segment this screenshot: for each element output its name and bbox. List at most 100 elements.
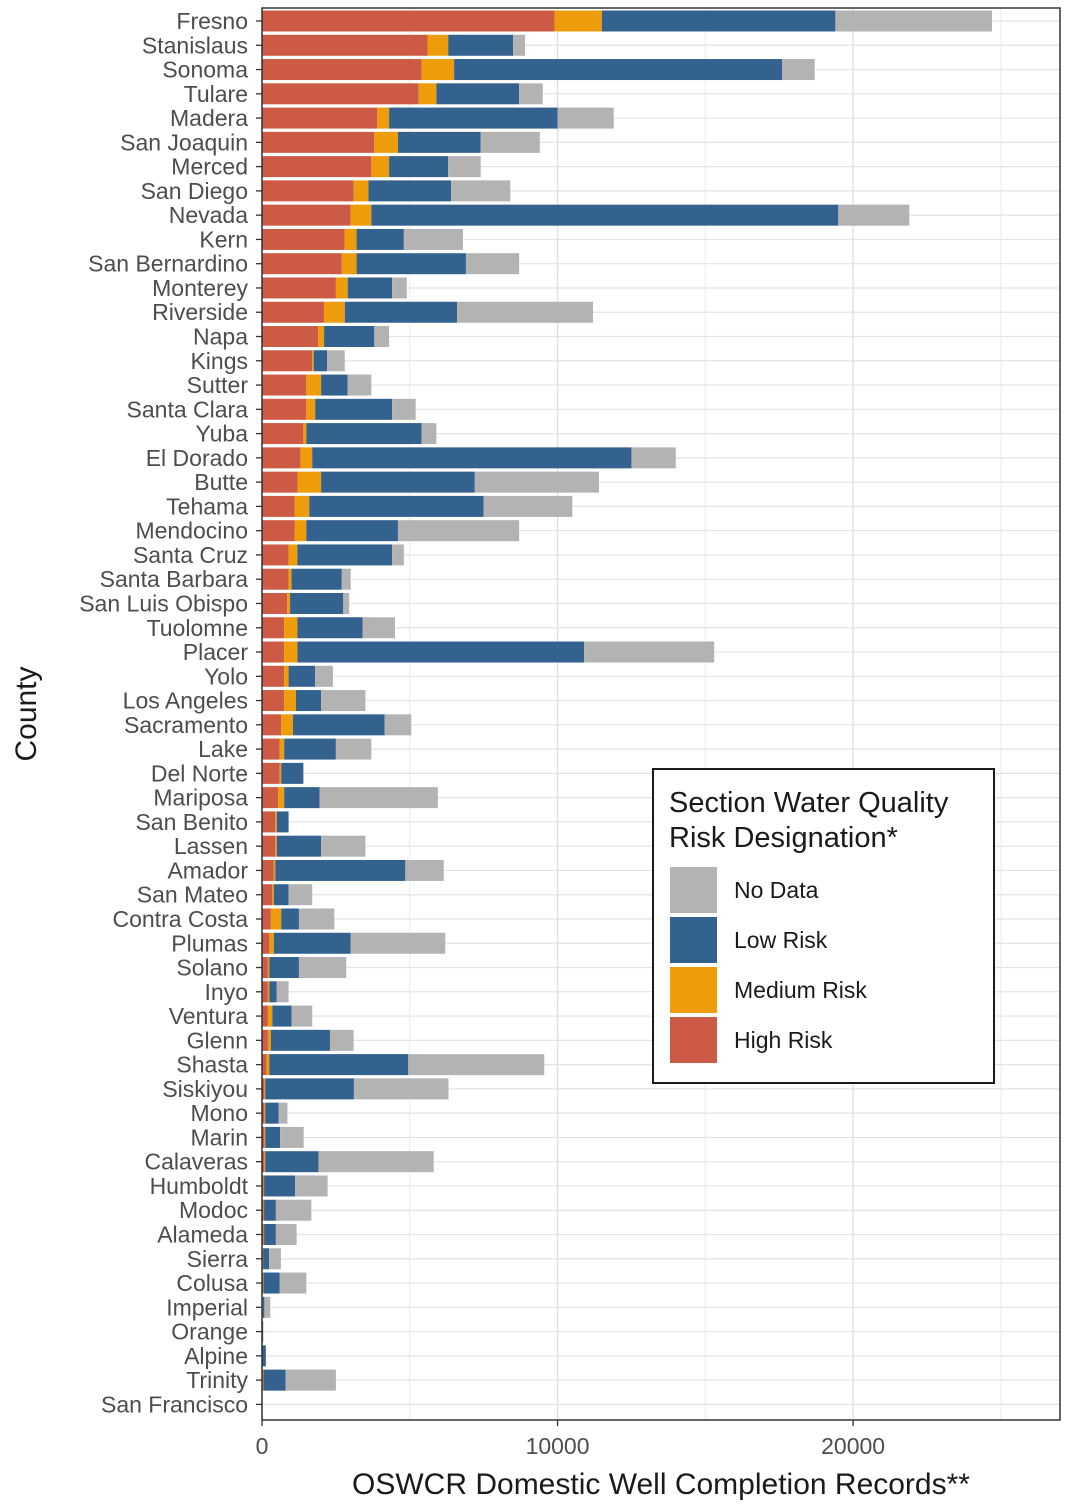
y-tick-label-yolo: Yolo <box>204 663 248 689</box>
bar-glenn-low-risk <box>270 1029 330 1051</box>
bar-santa-clara-low-risk <box>315 398 393 420</box>
y-tick-label-el-dorado: El Dorado <box>146 445 248 471</box>
x-tick-label-20000: 20000 <box>821 1433 885 1459</box>
legend-title-line-1: Section Water Quality <box>669 787 949 819</box>
bar-humboldt-no-data <box>295 1175 328 1197</box>
bar-sierra-low-risk <box>263 1248 270 1270</box>
bar-san-bernardino-low-risk <box>356 253 466 275</box>
bar-marin-low-risk <box>265 1126 281 1148</box>
y-tick-label-placer: Placer <box>183 639 249 665</box>
legend-title-line-2: Risk Designation* <box>669 822 898 854</box>
bar-butte-low-risk <box>321 471 475 493</box>
x-tick-label-10000: 10000 <box>526 1433 590 1459</box>
y-tick-label-orange: Orange <box>171 1319 248 1345</box>
y-tick-label-san-mateo: San Mateo <box>137 882 248 908</box>
bar-san-luis-obispo-no-data <box>343 592 350 614</box>
bar-nevada-no-data <box>838 204 910 226</box>
bar-glenn-high-risk <box>262 1029 268 1051</box>
bar-sonoma-low-risk <box>454 59 783 81</box>
bar-sutter-medium-risk <box>306 374 322 396</box>
bar-tehama-low-risk <box>309 495 484 517</box>
y-tick-label-madera: Madera <box>170 105 248 131</box>
bar-monterey-medium-risk <box>335 277 348 299</box>
bar-sonoma-high-risk <box>262 59 422 81</box>
bar-calaveras-high-risk <box>262 1151 265 1173</box>
x-tick-label-0: 0 <box>256 1433 269 1459</box>
bar-napa-medium-risk <box>318 326 325 348</box>
y-tick-label-san-joaquin: San Joaquin <box>120 129 248 155</box>
bar-yuba-high-risk <box>262 423 304 445</box>
bar-riverside-medium-risk <box>324 301 345 323</box>
bar-tulare-no-data <box>519 83 543 105</box>
bar-amador-no-data <box>405 859 444 881</box>
bar-mendocino-no-data <box>397 520 520 542</box>
bar-colusa-no-data <box>279 1272 307 1294</box>
y-tick-label-inyo: Inyo <box>205 979 248 1005</box>
bar-tehama-medium-risk <box>294 495 310 517</box>
bar-santa-cruz-high-risk <box>262 544 289 566</box>
y-tick-label-ventura: Ventura <box>169 1003 248 1029</box>
bar-placer-no-data <box>584 641 715 663</box>
bar-shasta-high-risk <box>262 1054 267 1076</box>
y-tick-label-fresno: Fresno <box>176 8 248 34</box>
bar-lake-high-risk <box>262 738 280 760</box>
bar-santa-clara-medium-risk <box>306 398 316 420</box>
bar-alameda-medium-risk <box>263 1224 265 1245</box>
y-tick-label-modoc: Modoc <box>179 1197 248 1223</box>
bar-merced-high-risk <box>262 156 372 178</box>
bar-sacramento-high-risk <box>262 714 282 736</box>
bar-tulare-low-risk <box>436 83 520 105</box>
bar-sutter-no-data <box>347 374 372 396</box>
bar-madera-no-data <box>557 107 614 129</box>
bar-marin-medium-risk <box>264 1126 266 1148</box>
y-tick-label-lake: Lake <box>198 736 248 762</box>
bar-calaveras-medium-risk <box>264 1151 266 1173</box>
bar-mendocino-high-risk <box>262 520 295 542</box>
bar-fresno-no-data <box>835 10 993 32</box>
bar-placer-high-risk <box>262 641 285 663</box>
bar-el-dorado-high-risk <box>262 447 301 469</box>
legend-entries: No Data Low Risk Medium Risk High Risk <box>670 867 867 1063</box>
bar-del-norte-medium-risk <box>279 762 282 784</box>
bar-san-bernardino-no-data <box>465 253 520 275</box>
bar-trinity-no-data <box>285 1369 336 1391</box>
y-tick-label-mariposa: Mariposa <box>153 785 248 811</box>
y-tick-label-sutter: Sutter <box>187 372 249 398</box>
y-tick-label-sonoma: Sonoma <box>162 57 248 83</box>
legend-swatch-low-risk <box>670 917 717 963</box>
bar-solano-low-risk <box>269 957 299 979</box>
bar-santa-barbara-high-risk <box>262 568 289 590</box>
plot-panel-border <box>261 7 1061 1421</box>
bar-napa-no-data <box>374 326 390 348</box>
bar-monterey-high-risk <box>262 277 336 299</box>
bar-madera-high-risk <box>262 107 378 129</box>
bar-santa-barbara-medium-risk <box>288 568 292 590</box>
bar-kings-medium-risk <box>312 350 314 372</box>
y-tick-label-kern: Kern <box>199 226 248 252</box>
bar-sutter-high-risk <box>262 374 307 396</box>
bar-el-dorado-no-data <box>631 447 676 469</box>
bar-glenn-no-data <box>329 1029 354 1051</box>
bar-siskiyou-no-data <box>353 1078 449 1100</box>
bar-san-luis-obispo-medium-risk <box>287 592 291 614</box>
bar-trinity-medium-risk <box>262 1369 264 1391</box>
bar-ventura-no-data <box>291 1005 313 1027</box>
bar-tehama-high-risk <box>262 495 295 517</box>
y-tick-label-marin: Marin <box>190 1124 248 1150</box>
bar-madera-low-risk <box>389 107 558 129</box>
bar-san-diego-medium-risk <box>353 180 369 202</box>
bar-nevada-low-risk <box>371 204 839 226</box>
bar-el-dorado-medium-risk <box>300 447 313 469</box>
legend-swatch-no-data <box>670 867 717 913</box>
y-tick-label-san-francisco: San Francisco <box>101 1391 248 1417</box>
bar-mendocino-low-risk <box>306 520 398 542</box>
bar-contra-costa-medium-risk <box>270 908 282 930</box>
x-axis-title: OSWCR Domestic Well Completion Records** <box>352 1468 970 1501</box>
bar-lake-low-risk <box>284 738 336 760</box>
bar-butte-high-risk <box>262 471 298 493</box>
bar-solano-high-risk <box>262 957 268 979</box>
bar-solano-no-data <box>298 957 347 979</box>
legend: Section Water Quality Risk Designation* … <box>652 768 995 1084</box>
bar-stanislaus-low-risk <box>448 34 514 56</box>
